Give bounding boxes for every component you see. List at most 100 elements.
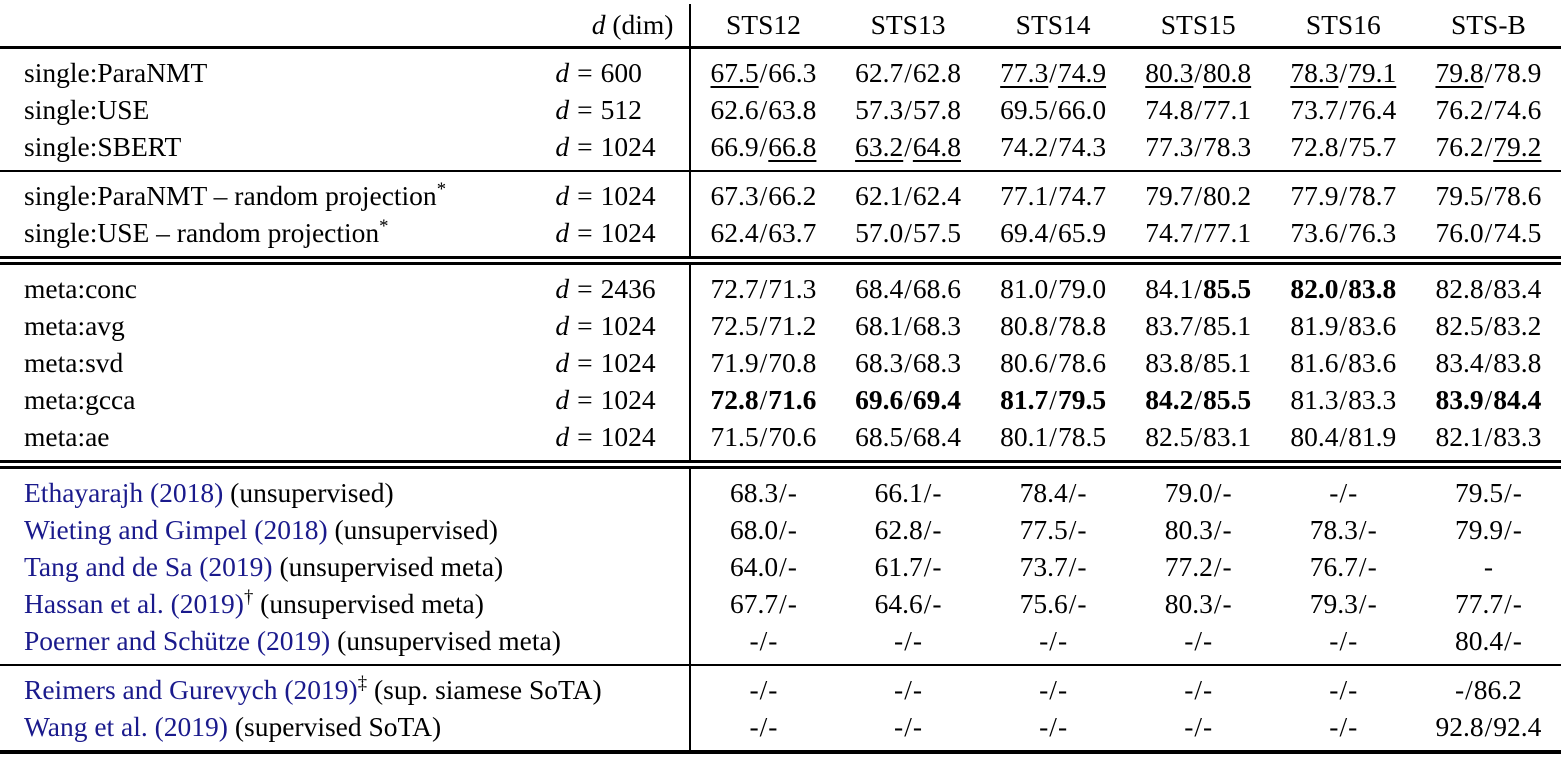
score-cell: -/-	[836, 665, 981, 708]
score-cell: 79.7/80.2	[1126, 171, 1271, 214]
score-cell: 69.6/69.4	[836, 381, 981, 418]
score-separator: /	[1339, 93, 1348, 125]
score-spearman: 70.8	[768, 346, 817, 378]
citation-link[interactable]: Poerner and Schütze (2019)	[24, 624, 331, 656]
row-note: (unsupervised meta)	[253, 587, 484, 619]
dimension-cell: d = 1024	[521, 307, 690, 344]
score-spearman: 83.3	[1493, 420, 1542, 452]
score-separator: /	[904, 56, 912, 88]
score-pearson: 82.8	[1435, 272, 1484, 304]
score-pearson: 83.9	[1435, 383, 1484, 415]
score-spearman: 78.8	[1057, 309, 1107, 341]
score-spearman: 86.2	[1473, 673, 1522, 705]
score-separator: /	[1049, 420, 1057, 452]
score-cell: 81.9/83.6	[1271, 307, 1416, 344]
citation-link[interactable]: Hassan et al. (2019)	[24, 587, 244, 619]
score-cell: -/-	[689, 622, 836, 665]
row-note: (sup. siamese SoTA)	[367, 673, 602, 705]
score-pearson: 74.7	[1145, 216, 1194, 248]
score-separator: /	[1049, 710, 1057, 742]
score-separator: /	[1339, 624, 1348, 656]
score-separator: /	[1049, 272, 1057, 304]
citation-link[interactable]: Ethayarajh (2018)	[24, 476, 224, 508]
score-spearman: -	[1367, 513, 1377, 545]
score-separator: /	[1504, 513, 1512, 545]
score-separator: /	[759, 216, 768, 248]
group-unsupervised-baselines: Ethayarajh (2018) (unsupervised) 68.3/- 66…	[0, 464, 1561, 665]
score-spearman: -	[787, 513, 797, 545]
score-pearson: 73.7	[1019, 550, 1068, 582]
method-marker: *	[379, 215, 389, 237]
score-pearson: -	[1454, 673, 1465, 705]
score-cell: -/-	[836, 708, 981, 752]
score-cell: 77.5/-	[981, 511, 1126, 548]
score-cell: -/-	[836, 622, 981, 665]
score-separator: /	[1339, 272, 1348, 304]
citation-link[interactable]: Wieting and Gimpel (2018)	[24, 513, 328, 545]
score-spearman: 83.8	[1493, 346, 1542, 378]
score-cell: 79.0/-	[1126, 465, 1271, 512]
score-pearson: 68.3	[729, 476, 779, 508]
score-spearman: -	[1512, 513, 1522, 545]
score-pearson: 61.7	[874, 550, 923, 582]
score-pearson: 82.5	[1435, 309, 1484, 341]
score-cell: 68.4/68.6	[836, 261, 981, 308]
score-pearson: -	[1184, 624, 1194, 656]
col-header-sts14: STS14	[1015, 9, 1091, 40]
equals-sign: =	[577, 309, 593, 341]
score-pearson: 64.6	[874, 587, 923, 619]
score-pearson: 67.3	[710, 179, 759, 211]
score-separator: /	[1049, 309, 1057, 341]
score-cell: 72.7/71.3	[689, 260, 836, 307]
score-cell: 62.6/63.8	[689, 91, 836, 128]
citation-link[interactable]: Tang and de Sa (2019)	[24, 550, 273, 582]
row-label-cell: meta:gcca	[0, 381, 521, 418]
score-separator: /	[779, 476, 787, 508]
equals-sign: =	[577, 346, 593, 378]
score-pearson: -	[894, 624, 904, 656]
score-pearson: 68.5	[855, 420, 904, 452]
dimension-cell: d = 1024	[521, 381, 690, 418]
score-separator: /	[759, 272, 768, 304]
method-name: meta:avg	[24, 309, 125, 341]
score-separator: /	[1049, 673, 1057, 705]
score-spearman: -	[1077, 476, 1087, 508]
score-separator: /	[779, 513, 787, 545]
method-name: meta:gcca	[24, 383, 136, 415]
score-separator: /	[1339, 216, 1348, 248]
score-separator: /	[1213, 550, 1222, 582]
score-cell: 66.9/66.8	[689, 128, 836, 171]
score-cell: 83.8/85.1	[1126, 344, 1271, 381]
score-cell: 80.3/-	[1126, 585, 1271, 622]
score-pearson: 57.0	[855, 216, 904, 248]
score-pearson: 77.2	[1164, 550, 1213, 582]
score-spearman: -	[1057, 624, 1068, 656]
score-cell: 67.5/66.3	[689, 47, 836, 91]
score-cell: 77.2/-	[1126, 548, 1271, 585]
score-pearson: 73.7	[1290, 93, 1339, 125]
row-note: (supervised SoTA)	[227, 710, 442, 742]
score-separator: /	[759, 309, 768, 341]
method-row: single:USE – random projection* d = 1024 62.…	[0, 214, 1561, 261]
score-separator: /	[1068, 587, 1077, 619]
score-spearman: -	[1077, 513, 1087, 545]
citation-link[interactable]: Wang et al. (2019)	[24, 710, 228, 742]
score-pearson: 81.9	[1290, 309, 1339, 341]
citation-link[interactable]: Reimers and Gurevych (2019)	[24, 673, 358, 705]
score-spearman: -	[1367, 550, 1377, 582]
score-spearman: 70.6	[768, 420, 817, 452]
score-separator: /	[1484, 710, 1493, 742]
score-separator: /	[1484, 130, 1493, 162]
score-pearson: 82.1	[1435, 420, 1484, 452]
score-cell: 63.2/64.8	[836, 128, 981, 171]
score-pearson: -	[749, 673, 759, 705]
score-separator: /	[1358, 587, 1367, 619]
score-cell: -/-	[981, 665, 1126, 708]
score-pearson: -	[1329, 710, 1339, 742]
score-cell: 76.2/74.6	[1416, 91, 1561, 128]
row-label-cell: single:ParaNMT – random projection*	[0, 171, 521, 214]
score-separator: /	[759, 420, 768, 452]
score-pearson: 73.6	[1290, 216, 1339, 248]
row-label-cell: Wang et al. (2019) (supervised SoTA)	[0, 708, 690, 752]
